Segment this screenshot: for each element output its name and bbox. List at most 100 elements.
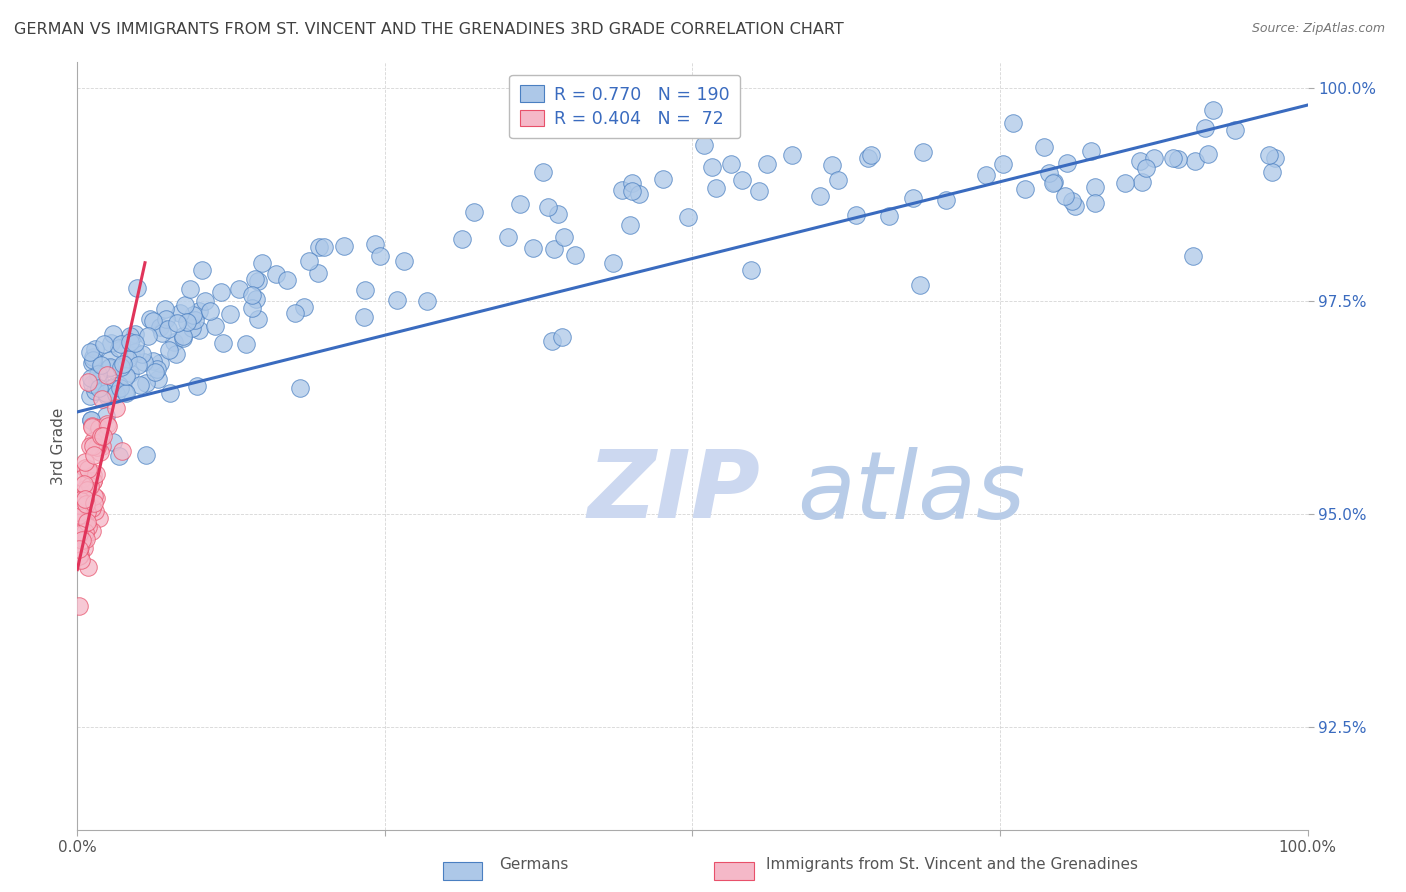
- Point: [82, 468, 104, 483]
- Point: [136, 329, 159, 343]
- Point: [131, 347, 153, 361]
- Point: [103, 378, 125, 392]
- Point: [1184, 153, 1206, 168]
- Point: [80, 376, 103, 391]
- Point: [80, 501, 103, 516]
- Point: [827, 173, 849, 187]
- Point: [1038, 166, 1060, 180]
- Point: [1225, 123, 1247, 137]
- Point: [79, 479, 101, 493]
- Point: [77, 475, 100, 489]
- Point: [76, 516, 98, 530]
- Point: [564, 248, 586, 262]
- Point: [120, 366, 142, 380]
- Point: [139, 311, 162, 326]
- Point: [602, 256, 624, 270]
- Point: [87, 373, 110, 387]
- Point: [107, 449, 129, 463]
- Point: [845, 208, 868, 222]
- Point: [1042, 176, 1064, 190]
- Point: [1261, 165, 1284, 179]
- Point: [188, 304, 211, 318]
- Point: [104, 401, 127, 416]
- Point: [1002, 116, 1025, 130]
- Point: [142, 353, 165, 368]
- Point: [69, 534, 91, 549]
- Point: [228, 282, 250, 296]
- Point: [76, 483, 98, 498]
- Point: [79, 344, 101, 359]
- Point: [67, 505, 90, 519]
- Point: [86, 441, 108, 455]
- Point: [100, 335, 122, 350]
- Point: [80, 418, 103, 433]
- Point: [179, 282, 201, 296]
- Text: GERMAN VS IMMIGRANTS FROM ST. VINCENT AND THE GRENADINES 3RD GRADE CORRELATION C: GERMAN VS IMMIGRANTS FROM ST. VINCENT AN…: [14, 22, 844, 37]
- Point: [77, 461, 100, 475]
- Point: [82, 352, 104, 367]
- Point: [142, 314, 165, 328]
- Point: [93, 337, 115, 351]
- Point: [84, 384, 107, 399]
- Point: [90, 358, 112, 372]
- Point: [79, 412, 101, 426]
- Point: [149, 320, 172, 334]
- Point: [73, 532, 96, 546]
- Point: [181, 308, 204, 322]
- Point: [169, 306, 191, 320]
- Point: [619, 218, 641, 232]
- Point: [780, 148, 803, 162]
- Point: [180, 321, 202, 335]
- Point: [1043, 175, 1066, 189]
- Point: [87, 368, 110, 382]
- Point: [172, 331, 194, 345]
- Point: [756, 156, 779, 170]
- Point: [333, 239, 356, 253]
- Text: atlas: atlas: [797, 447, 1025, 538]
- Point: [96, 409, 118, 423]
- Point: [879, 209, 901, 223]
- Point: [165, 346, 187, 360]
- Point: [115, 368, 138, 383]
- Point: [72, 507, 94, 521]
- Point: [155, 312, 177, 326]
- Point: [353, 310, 375, 324]
- Point: [114, 385, 136, 400]
- Point: [135, 376, 157, 390]
- Point: [307, 266, 329, 280]
- Point: [551, 330, 574, 344]
- Point: [82, 439, 104, 453]
- Point: [148, 372, 170, 386]
- Point: [96, 368, 118, 382]
- Point: [79, 439, 101, 453]
- Point: [1130, 175, 1153, 189]
- Point: [1135, 161, 1157, 175]
- Point: [73, 455, 96, 469]
- Point: [1197, 146, 1219, 161]
- Point: [621, 184, 644, 198]
- Point: [264, 267, 287, 281]
- Point: [821, 157, 844, 171]
- Point: [911, 145, 934, 159]
- Point: [110, 336, 132, 351]
- Point: [901, 191, 924, 205]
- Point: [194, 294, 217, 309]
- Point: [1054, 189, 1077, 203]
- Point: [75, 525, 97, 540]
- Point: [553, 230, 575, 244]
- Point: [80, 524, 103, 538]
- Point: [935, 193, 957, 207]
- Point: [1181, 249, 1204, 263]
- Point: [132, 354, 155, 368]
- Y-axis label: 3rd Grade: 3rd Grade: [51, 408, 66, 484]
- Point: [72, 471, 94, 485]
- Point: [159, 386, 181, 401]
- Point: [83, 495, 105, 509]
- Text: Germans: Germans: [499, 857, 568, 872]
- Point: [112, 357, 135, 371]
- Point: [740, 263, 762, 277]
- Point: [73, 541, 96, 555]
- Point: [730, 173, 752, 187]
- Point: [77, 375, 100, 389]
- Point: [537, 200, 560, 214]
